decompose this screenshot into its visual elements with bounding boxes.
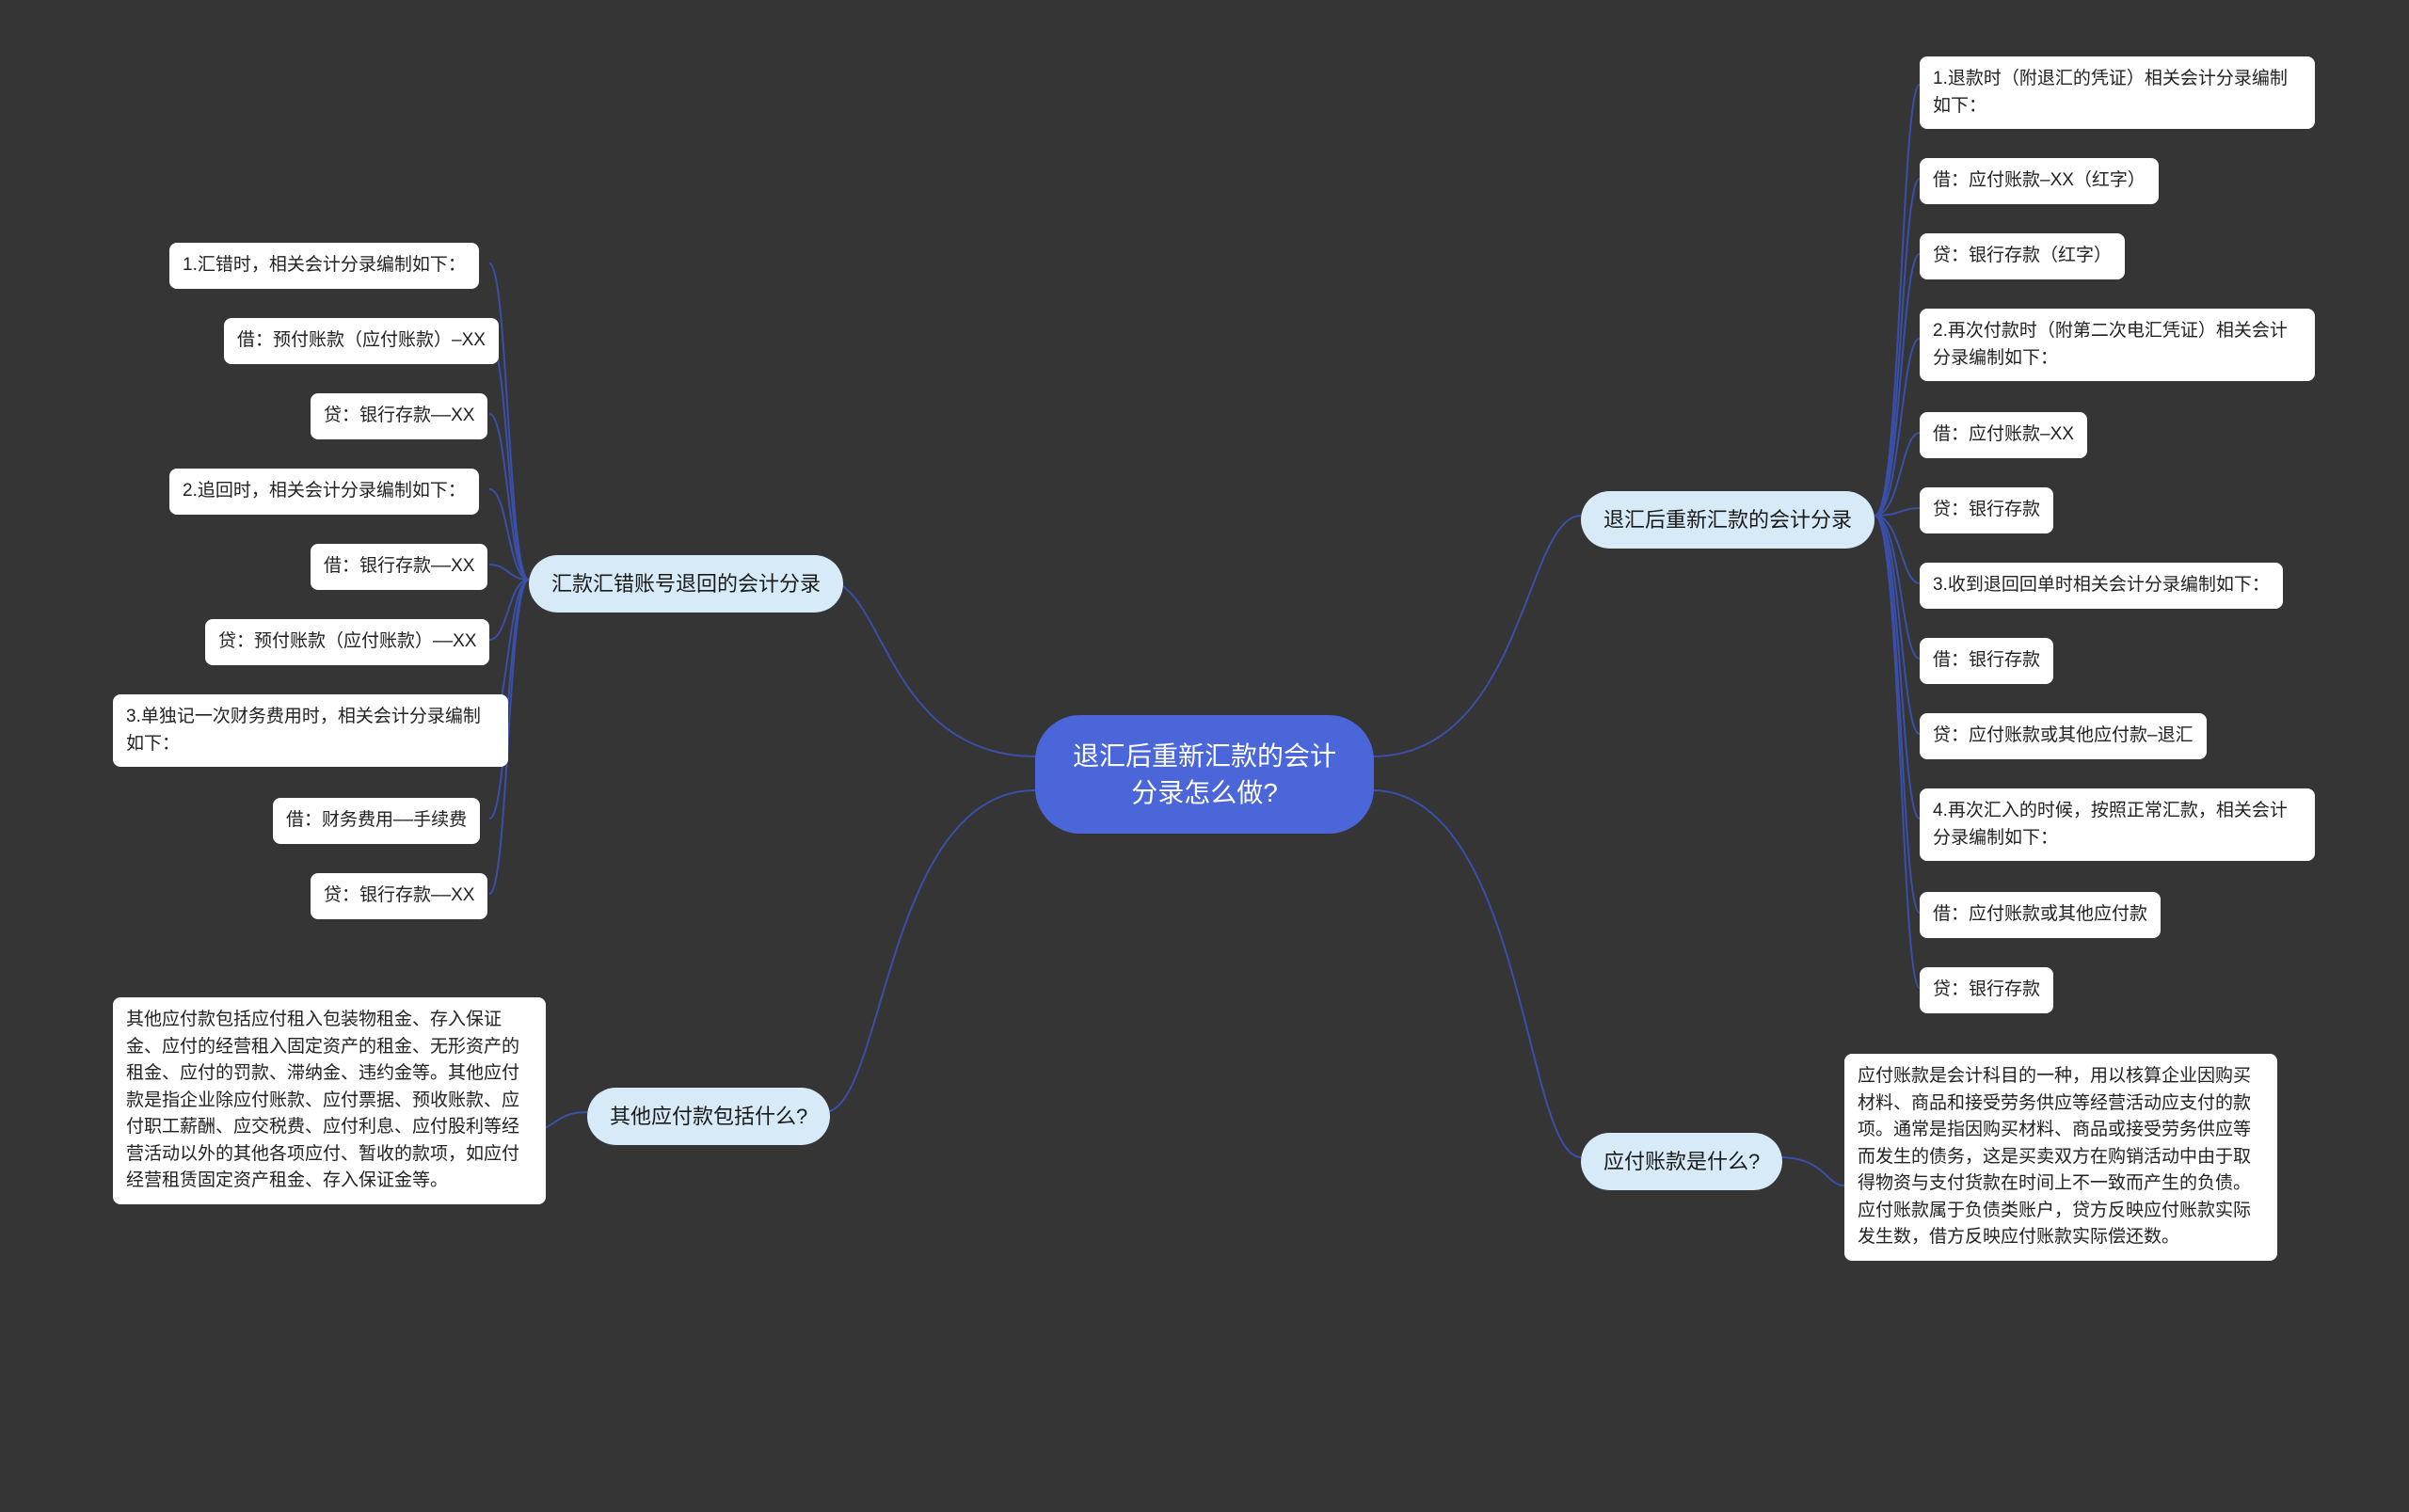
branch-other-ap[interactable]: 其他应付款包括什么? — [587, 1088, 830, 1145]
leaf-b1-5[interactable]: 贷：银行存款 — [1920, 487, 2053, 533]
leaf-b3-1[interactable]: 借：预付账款（应付账款）–XX — [224, 318, 499, 364]
leaf-b1-8[interactable]: 贷：应付账款或其他应付款–退汇 — [1920, 713, 2207, 759]
leaf-b1-7[interactable]: 借：银行存款 — [1920, 638, 2053, 684]
mindmap-canvas: 退汇后重新汇款的会计分录怎么做? 退汇后重新汇款的会计分录 1.退款时（附退汇的… — [0, 0, 2409, 1512]
leaf-b1-9[interactable]: 4.再次汇入的时候，按照正常汇款，相关会计分录编制如下： — [1920, 788, 2315, 861]
leaf-b3-6[interactable]: 3.单独记一次财务费用时，相关会计分录编制如下： — [113, 694, 508, 767]
leaf-b1-3[interactable]: 2.再次付款时（附第二次电汇凭证）相关会计分录编制如下： — [1920, 309, 2315, 381]
leaf-b3-8[interactable]: 贷：银行存款––XX — [311, 873, 487, 919]
leaf-b1-1[interactable]: 借：应付账款–XX（红字） — [1920, 158, 2159, 204]
center-node[interactable]: 退汇后重新汇款的会计分录怎么做? — [1035, 715, 1374, 834]
leaf-b3-7[interactable]: 借：财务费用––手续费 — [273, 798, 480, 844]
branch-ap-what[interactable]: 应付账款是什么? — [1581, 1133, 1782, 1190]
leaf-b1-4[interactable]: 借：应付账款–XX — [1920, 412, 2087, 458]
branch-wrong-acct[interactable]: 汇款汇错账号退回的会计分录 — [529, 555, 843, 613]
leaf-b2-0[interactable]: 应付账款是会计科目的一种，用以核算企业因购买材料、商品和接受劳务供应等经营活动应… — [1844, 1054, 2277, 1261]
leaf-b3-5[interactable]: 贷：预付账款（应付账款）––XX — [205, 619, 489, 665]
leaf-b3-4[interactable]: 借：银行存款––XX — [311, 544, 487, 590]
leaf-b1-0[interactable]: 1.退款时（附退汇的凭证）相关会计分录编制如下： — [1920, 56, 2315, 129]
leaf-b4-0[interactable]: 其他应付款包括应付租入包装物租金、存入保证金、应付的经营租入固定资产的租金、无形… — [113, 997, 546, 1204]
leaf-b3-2[interactable]: 贷：银行存款––XX — [311, 393, 487, 439]
leaf-b1-2[interactable]: 贷：银行存款（红字） — [1920, 233, 2125, 279]
leaf-b1-10[interactable]: 借：应付账款或其他应付款 — [1920, 892, 2161, 938]
branch-re-remit[interactable]: 退汇后重新汇款的会计分录 — [1581, 491, 1875, 549]
leaf-b3-0[interactable]: 1.汇错时，相关会计分录编制如下： — [169, 243, 479, 289]
leaf-b1-6[interactable]: 3.收到退回回单时相关会计分录编制如下： — [1920, 563, 2283, 609]
leaf-b3-3[interactable]: 2.追回时，相关会计分录编制如下： — [169, 469, 479, 515]
leaf-b1-11[interactable]: 贷：银行存款 — [1920, 967, 2053, 1013]
